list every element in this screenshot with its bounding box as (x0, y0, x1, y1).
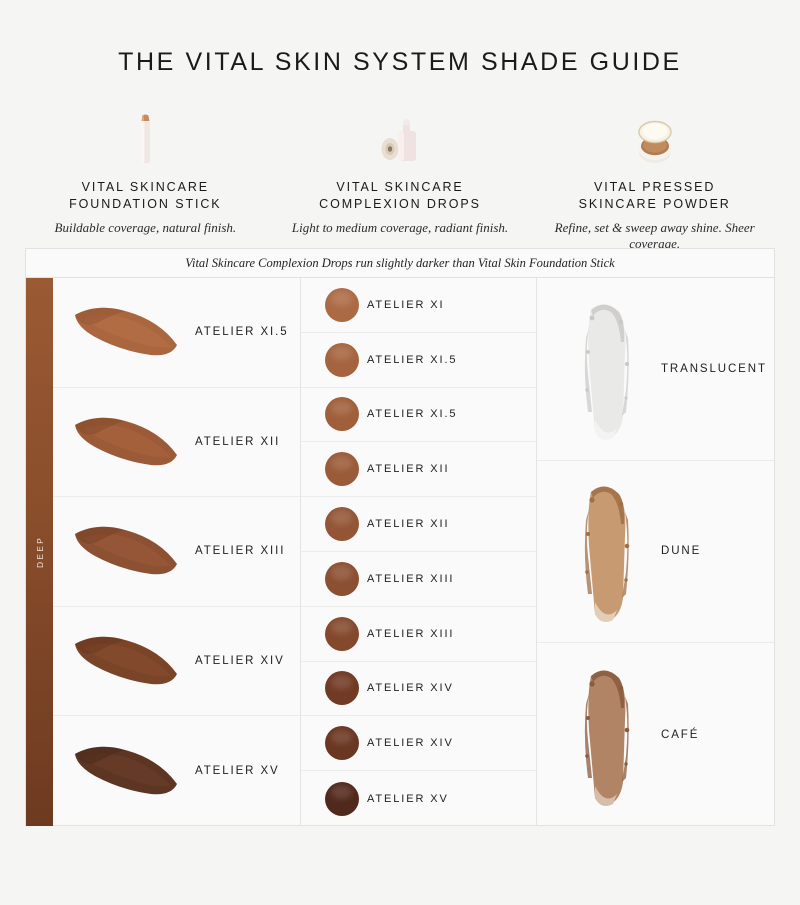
product-name: VITAL PRESSED SKINCARE POWDER (578, 180, 731, 211)
complexion-drops-bottle-icon (279, 111, 522, 165)
stick-swatch (67, 618, 185, 704)
powder-swatch (561, 660, 647, 810)
powder-swatch (561, 476, 647, 626)
product-name: VITAL SKINCARE COMPLEXION DROPS (319, 180, 481, 211)
product-header-row: VITAL SKINCARE FOUNDATION STICK Buildabl… (0, 111, 800, 252)
shade-label: ATELIER XIV (367, 737, 454, 750)
depth-indicator-deep: DEEP (26, 278, 53, 826)
product-pressed-powder: VITAL PRESSED SKINCARE POWDER Refine, se… (527, 111, 782, 252)
table-row[interactable]: ATELIER XI (301, 278, 536, 333)
table-row[interactable]: ATELIER XII (53, 388, 300, 498)
stick-swatch (67, 289, 185, 375)
drop-swatch (325, 726, 359, 761)
table-row[interactable]: ATELIER XI.5 (301, 333, 536, 388)
drop-swatch (325, 781, 359, 816)
table-row[interactable]: ATELIER XIII (301, 607, 536, 662)
table-row[interactable]: ATELIER XIII (53, 497, 300, 607)
shade-label: ATELIER XI (367, 298, 445, 311)
shade-label: ATELIER XIII (367, 572, 455, 585)
stick-swatch (67, 508, 185, 594)
shade-label: ATELIER XI.5 (367, 408, 458, 421)
table-row[interactable]: ATELIER XIV (301, 716, 536, 772)
foundation-stick-icon (24, 111, 267, 165)
pressed-powder-compact-icon (533, 111, 776, 165)
drop-swatch (325, 561, 359, 596)
shade-label: ATELIER XI.5 (195, 326, 289, 339)
table-row[interactable]: ATELIER XII (301, 442, 536, 498)
drop-swatch (325, 397, 359, 432)
drop-swatch (325, 287, 359, 322)
shade-label: DUNE (661, 545, 702, 558)
table-columns: DEEP ATELIER XI.5 (26, 278, 774, 826)
table-row[interactable]: DUNE (537, 461, 774, 644)
shade-label: ATELIER XIII (195, 545, 286, 558)
table-row[interactable]: ATELIER XII (301, 497, 536, 552)
drop-swatch (325, 452, 359, 487)
product-foundation-stick: VITAL SKINCARE FOUNDATION STICK Buildabl… (18, 111, 273, 252)
table-row[interactable]: ATELIER XIII (301, 552, 536, 607)
product-name: VITAL SKINCARE FOUNDATION STICK (69, 180, 222, 211)
table-row[interactable]: ATELIER XI.5 (301, 388, 536, 443)
column-complexion-drops: ATELIER XI ATELIER XI.5 ATELIER XI.5 ATE… (301, 278, 537, 826)
table-row[interactable]: ATELIER XI.5 (53, 278, 300, 388)
product-description: Refine, set & sweep away shine. Sheer co… (554, 220, 755, 251)
table-row[interactable]: ATELIER XV (301, 771, 536, 826)
shade-label: ATELIER XIV (367, 682, 454, 695)
drop-swatch (325, 671, 359, 706)
shade-label: TRANSLUCENT (661, 362, 767, 375)
table-row[interactable]: ATELIER XIV (53, 607, 300, 717)
table-note-text: Vital Skincare Complexion Drops run slig… (185, 255, 615, 270)
shade-label: ATELIER XIV (195, 655, 285, 668)
shade-label: CAFÉ (661, 728, 700, 741)
table-row[interactable]: ATELIER XIV (301, 662, 536, 717)
column-foundation-stick: ATELIER XI.5 ATELIER XII (53, 278, 301, 826)
table-row[interactable]: TRANSLUCENT (537, 278, 774, 461)
shade-label: ATELIER XII (367, 518, 450, 531)
shade-label: ATELIER XII (367, 463, 450, 476)
shade-label: ATELIER XII (195, 435, 281, 448)
shade-label: ATELIER XI.5 (367, 353, 458, 366)
stick-swatch (67, 399, 185, 485)
drop-swatch (325, 507, 359, 542)
shade-label: ATELIER XV (367, 792, 449, 805)
shade-label: ATELIER XIII (367, 627, 455, 640)
drop-swatch (325, 616, 359, 651)
table-note: Vital Skincare Complexion Drops run slig… (26, 249, 774, 278)
shade-guide-table: Vital Skincare Complexion Drops run slig… (25, 248, 775, 826)
table-row[interactable]: CAFÉ (537, 643, 774, 826)
table-row[interactable]: ATELIER XV (53, 716, 300, 826)
drop-swatch (325, 342, 359, 377)
depth-label: DEEP (34, 536, 45, 568)
powder-swatch (561, 294, 647, 444)
stick-swatch (67, 728, 185, 814)
page-title: THE VITAL SKIN SYSTEM SHADE GUIDE (118, 48, 682, 76)
product-description: Buildable coverage, natural finish. (54, 220, 237, 235)
shade-label: ATELIER XV (195, 765, 280, 778)
product-complexion-drops: VITAL SKINCARE COMPLEXION DROPS Light to… (273, 111, 528, 252)
column-pressed-powder: TRANSLUCENT DUNE (537, 278, 774, 826)
product-description: Light to medium coverage, radiant finish… (291, 220, 509, 235)
